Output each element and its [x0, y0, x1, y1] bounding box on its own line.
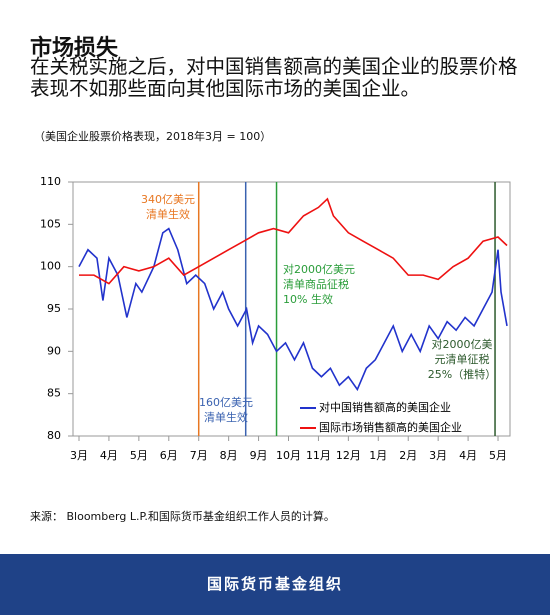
y-tick-label: 80	[47, 429, 61, 442]
annotation-text: 对2000亿美元	[283, 262, 355, 276]
x-tick-label: 4月	[459, 449, 477, 462]
x-tick-label: 8月	[220, 449, 238, 462]
y-tick-label: 90	[47, 344, 61, 357]
x-tick-label: 5月	[489, 449, 507, 462]
legend-label: 对中国销售额高的美国企业	[319, 400, 451, 414]
annotation-text: 清单生效	[204, 410, 248, 424]
annotation-text: 清单商品征税	[283, 277, 349, 291]
y-tick-label: 85	[47, 387, 61, 400]
plot-frame	[72, 181, 511, 437]
footer: 国际货币基金组织	[0, 554, 550, 615]
annotation-text: 10% 生效	[283, 292, 333, 306]
annotation-text: 25%（推特）	[428, 367, 496, 381]
legend-label: 国际市场销售额高的美国企业	[319, 420, 462, 434]
y-tick-label: 100	[40, 260, 61, 273]
annotation-text: 清单生效	[146, 207, 190, 221]
annotation-text: 对2000亿美	[432, 337, 493, 351]
x-tick-label: 3月	[429, 449, 447, 462]
x-tick-label: 12月	[336, 449, 361, 462]
y-tick-label: 95	[47, 302, 61, 315]
x-tick-label: 2月	[399, 449, 417, 462]
source: 来源： Bloomberg L.P.和国际货币基金组织工作人员的计算。	[30, 510, 335, 523]
subtitle: 在关税实施之后，对中国销售额高的美国企业的股票价格表现不如那些面向其他国际市场的…	[30, 55, 518, 100]
y-tick-label: 105	[40, 217, 61, 230]
note: （美国企业股票价格表现，2018年3月 = 100）	[34, 130, 272, 143]
x-tick-label: 10月	[276, 449, 301, 462]
x-tick-label: 3月	[70, 449, 88, 462]
title: 市场损失	[30, 36, 119, 61]
x-tick-label: 9月	[250, 449, 268, 462]
x-tick-label: 4月	[100, 449, 118, 462]
y-tick-label: 110	[40, 175, 61, 188]
x-tick-label: 1月	[369, 449, 387, 462]
line-series	[78, 197, 508, 285]
annotation-text: 元清单征税	[435, 352, 490, 366]
annotation-text: 340亿美元	[141, 193, 195, 206]
line-series	[78, 227, 508, 392]
x-tick-label: 5月	[130, 449, 148, 462]
x-tick-label: 6月	[160, 449, 178, 462]
annotation-text: 160亿美元	[199, 396, 253, 409]
x-tick-label: 11月	[306, 449, 331, 462]
x-tick-label: 7月	[190, 449, 208, 462]
